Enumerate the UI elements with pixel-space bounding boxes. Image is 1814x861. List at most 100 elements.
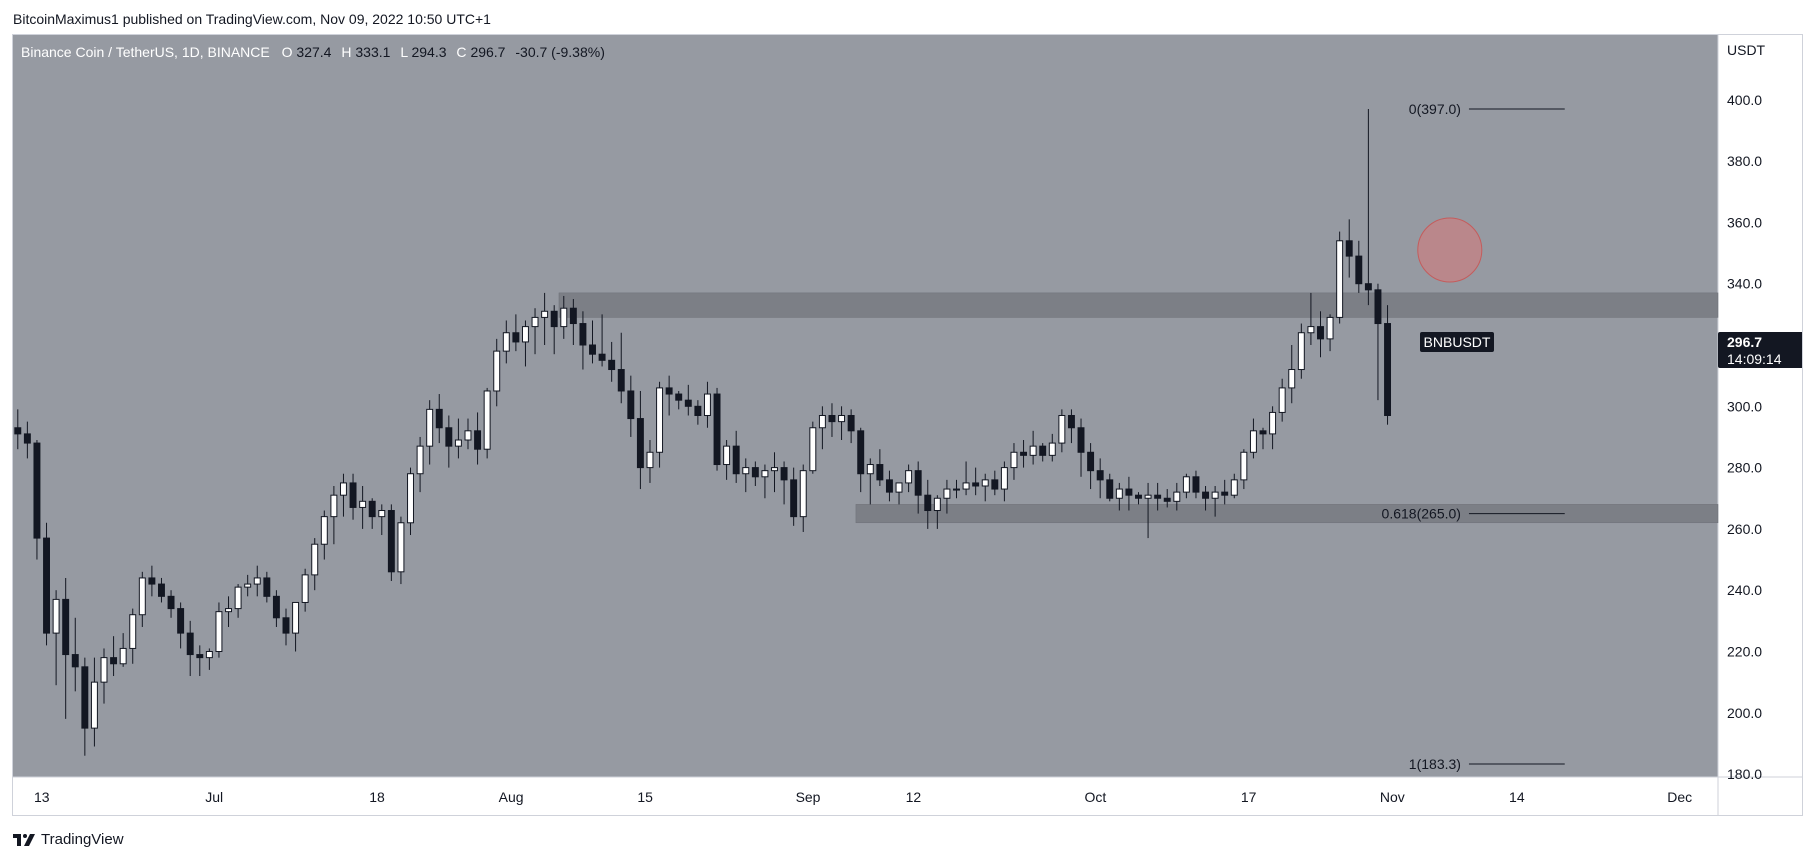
candle	[905, 464, 913, 493]
candle	[550, 305, 558, 355]
candle-body-down	[33, 442, 41, 539]
candle-body-up	[703, 393, 711, 416]
candle	[167, 590, 175, 618]
candle	[454, 418, 462, 459]
candle	[493, 338, 501, 407]
candle	[1173, 482, 1181, 511]
price-tick-label: 380.0	[1727, 153, 1762, 169]
candle	[914, 461, 922, 514]
candle-body-down	[14, 427, 22, 435]
candles	[14, 108, 1392, 756]
candle	[953, 479, 960, 499]
candle	[1202, 485, 1210, 511]
candle-body-up	[761, 470, 769, 478]
candle-body-up	[541, 310, 549, 318]
candle	[857, 427, 865, 493]
candle-body-down	[71, 654, 79, 668]
candle	[1336, 231, 1344, 324]
candle-body-down	[1039, 445, 1047, 456]
candle	[1288, 345, 1296, 404]
resistance-support-zones	[558, 292, 1719, 524]
symbol-tag-label: BNBUSDT	[1424, 334, 1491, 350]
legend: Binance Coin / TetherUS, 1D, BINANCE O 3…	[21, 44, 605, 60]
candle-body-up	[656, 387, 664, 453]
candle	[244, 574, 252, 597]
candle-body-down	[1077, 427, 1085, 453]
candle	[579, 311, 587, 370]
candle	[1029, 430, 1037, 465]
candle	[838, 406, 846, 441]
candle	[1163, 489, 1171, 508]
candle-body-down	[1355, 255, 1363, 285]
candle-body-up	[1048, 442, 1056, 456]
candle	[598, 314, 606, 367]
candle	[225, 596, 232, 627]
candle	[933, 495, 941, 529]
time-tick-label: Dec	[1667, 789, 1692, 805]
candle-body-down	[1135, 494, 1142, 499]
candle	[751, 461, 759, 486]
candle-body-up	[1230, 479, 1238, 496]
candle-body-down	[857, 430, 865, 475]
footer-brand[interactable]: TradingView	[13, 826, 124, 852]
candle	[378, 504, 386, 536]
candle	[1000, 461, 1008, 502]
candlestick-chart[interactable]: 0(397.0) 0.618(265.0) 1(183.3) 180.0 200.0 2…	[13, 35, 1803, 816]
candle	[761, 464, 769, 499]
candle-body-up	[407, 473, 414, 524]
candle	[1221, 479, 1229, 505]
candle-body-down	[876, 464, 884, 481]
candle-body-down	[445, 427, 453, 447]
price-tick-label: 260.0	[1727, 521, 1762, 537]
candle-body-down	[1202, 491, 1210, 499]
candle	[972, 467, 980, 496]
time-tick-label: 14	[1509, 789, 1525, 805]
candle-body-down	[751, 467, 759, 478]
candle	[445, 415, 453, 468]
footer-brand-label: TradingView	[41, 830, 124, 848]
candle-body-up	[723, 445, 731, 466]
candle-body-up	[838, 414, 846, 423]
candle	[818, 406, 826, 450]
price-tick-label: 180.0	[1727, 766, 1762, 782]
candle-body-down	[1067, 414, 1075, 429]
candle	[1154, 482, 1162, 511]
time-tick-label: Jul	[205, 789, 223, 805]
fibonacci-levels: 0(397.0) 0.618(265.0) 1(183.3)	[1382, 101, 1565, 772]
candle-body-up	[866, 464, 874, 475]
candle	[119, 633, 127, 667]
legend-open-label: O	[282, 44, 293, 60]
candle	[502, 320, 510, 364]
candle	[474, 412, 482, 465]
candle	[962, 461, 970, 496]
candle-body-down	[1221, 491, 1229, 496]
candle	[1326, 314, 1334, 352]
rejection-highlight	[1417, 217, 1483, 283]
candle-body-down	[349, 482, 357, 508]
price-tag-countdown: 14:09:14	[1727, 351, 1782, 367]
candle	[895, 482, 903, 505]
candle-body-down	[1345, 240, 1353, 257]
candle-body-up	[531, 316, 539, 328]
candle	[991, 470, 999, 496]
candle	[1106, 473, 1114, 502]
price-tick-label: 220.0	[1727, 644, 1762, 660]
candle	[157, 577, 165, 603]
candle	[129, 608, 137, 664]
candle	[100, 648, 108, 704]
candle	[320, 510, 328, 560]
time-tick-label: Aug	[499, 789, 524, 805]
chart-frame[interactable]: 0(397.0) 0.618(265.0) 1(183.3) 180.0 200.0 2…	[12, 34, 1803, 816]
price-tick-label: 240.0	[1727, 582, 1762, 598]
price-tag-value: 296.7	[1727, 334, 1762, 350]
candle	[1297, 323, 1305, 379]
candle-body-up	[52, 598, 60, 634]
candle-body-down	[157, 583, 165, 597]
candle-body-up	[1010, 451, 1018, 469]
candle-body-down	[1192, 476, 1200, 493]
candle-body-down	[1163, 497, 1171, 502]
candle	[177, 602, 185, 649]
candle	[627, 375, 635, 437]
candle	[646, 440, 654, 483]
candle	[732, 430, 740, 483]
